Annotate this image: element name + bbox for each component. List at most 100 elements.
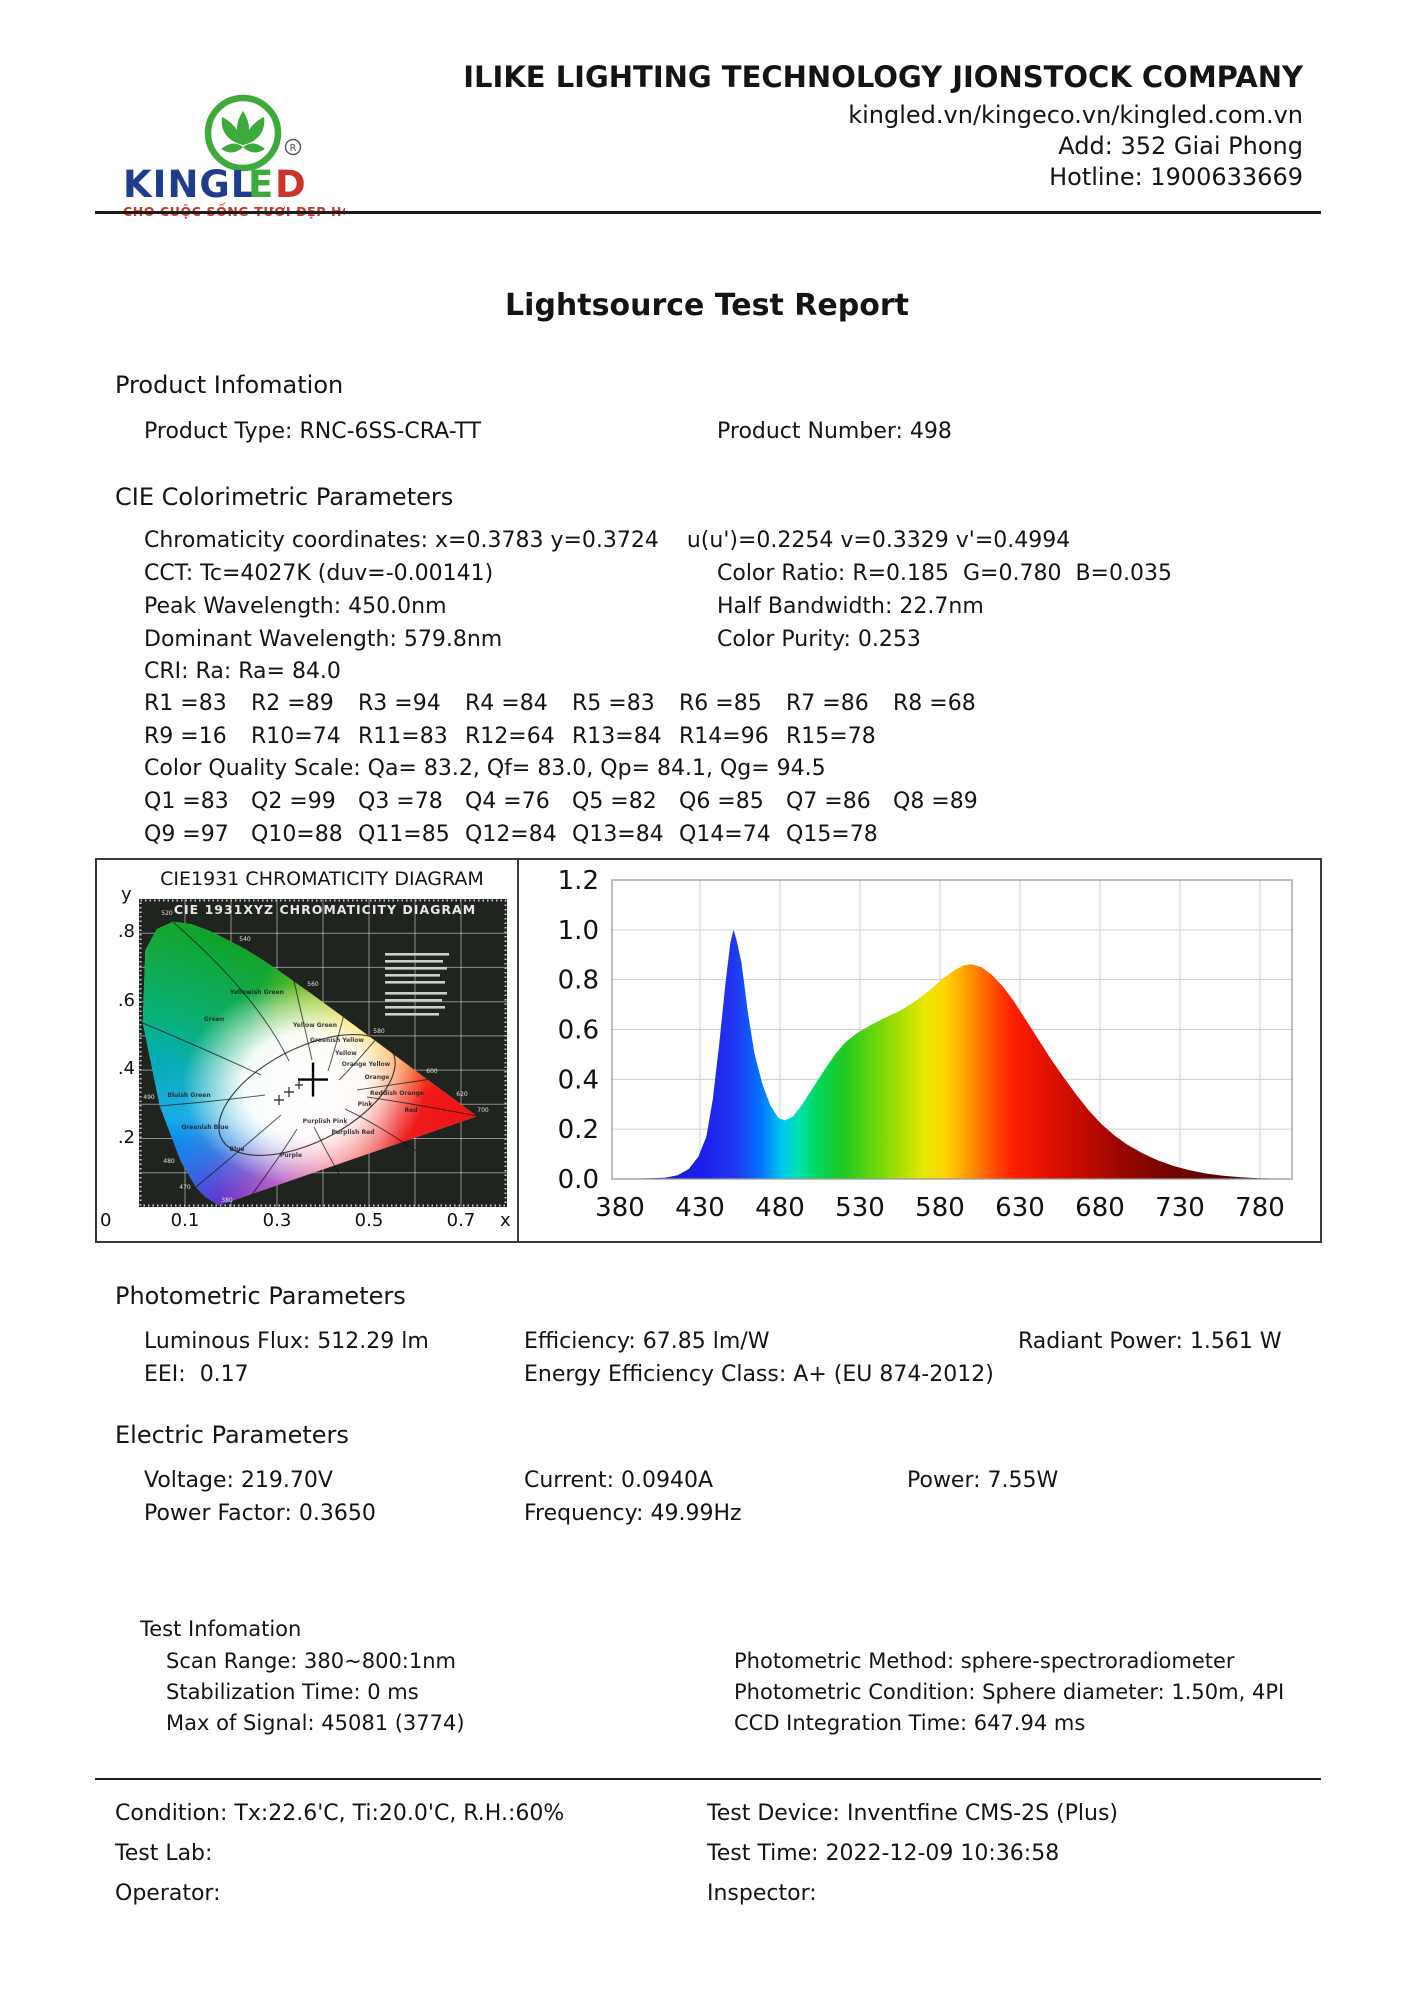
max-of-signal: Max of Signal: 45081 (3774) xyxy=(166,1711,465,1735)
spd-y-tick: 0.4 xyxy=(558,1065,599,1095)
cie-heading: CIE Colorimetric Parameters xyxy=(115,483,454,511)
cie-xtick-0: 0 xyxy=(100,1210,112,1231)
footer-condition: Condition: Tx:22.6'C, Ti:20.0'C, R.H.:60… xyxy=(115,1801,565,1826)
value-cell: Q14=74 xyxy=(679,822,771,847)
spd-curve xyxy=(620,929,1284,1179)
efficiency: Efficiency: 67.85 lm/W xyxy=(524,1329,770,1354)
value-cell: Q7 =86 xyxy=(786,789,871,814)
color-quality-scale: Color Quality Scale: Qa= 83.2, Qf= 83.0,… xyxy=(144,756,826,781)
company-website: kingled.vn/kingeco.vn/kingled.com.vn xyxy=(848,101,1303,129)
footer-divider xyxy=(95,1778,1321,1780)
eei-value: EEI: 0.17 xyxy=(144,1362,249,1387)
product-heading: Product Infomation xyxy=(115,371,344,399)
white-region-ellipse xyxy=(218,1033,396,1157)
value-cell: Q9 =97 xyxy=(144,822,229,847)
cie-wavelength-label: 520 xyxy=(161,910,173,917)
luminous-flux: Luminous Flux: 512.29 lm xyxy=(144,1329,429,1354)
value-cell: R10=74 xyxy=(251,724,341,749)
radiant-power: Radiant Power: 1.561 W xyxy=(1018,1329,1282,1354)
value-cell: R4 =84 xyxy=(465,691,548,716)
current: Current: 0.0940A xyxy=(524,1468,714,1493)
spd-y-tick: 0.0 xyxy=(558,1165,599,1195)
cie-region-label: Blue xyxy=(230,1146,245,1153)
spd-y-tick: 1.0 xyxy=(558,916,599,946)
scan-range: Scan Range: 380~800:1nm xyxy=(166,1649,457,1673)
value-cell: R11=83 xyxy=(358,724,448,749)
cie-legend-line xyxy=(385,953,449,956)
planckian-tick-marks xyxy=(274,1081,303,1105)
value-cell: R15=78 xyxy=(786,724,876,749)
cie-wavelength-label: 470 xyxy=(179,1184,191,1191)
footer-inspector: Inspector: xyxy=(707,1881,817,1906)
cie-xtick-01: 0.1 xyxy=(170,1210,200,1231)
cie-inner-title: CIE 1931XYZ CHROMATICITY DIAGRAM xyxy=(174,902,476,917)
cie-wavelength-label: 600 xyxy=(426,1068,438,1075)
cie-region-label: Bluish Green xyxy=(167,1092,210,1099)
cie-legend-line xyxy=(385,1006,445,1009)
cri-value: CRI: Ra: Ra= 84.0 xyxy=(144,659,341,684)
cie-region-label: Orange xyxy=(365,1074,390,1081)
footer-test-device: Test Device: Inventfine CMS-2S (Plus) xyxy=(707,1801,1118,1826)
value-cell: Q6 =85 xyxy=(679,789,764,814)
spd-x-tick: 580 xyxy=(915,1193,965,1223)
cie-legend-line xyxy=(385,992,447,995)
spd-x-tick: 530 xyxy=(835,1193,885,1223)
value-cell: R2 =89 xyxy=(251,691,334,716)
photometric-condition: Photometric Condition: Sphere diameter: … xyxy=(734,1680,1285,1704)
value-cell: Q15=78 xyxy=(786,822,878,847)
value-cell: Q11=85 xyxy=(358,822,450,847)
ccd-integration-time: CCD Integration Time: 647.94 ms xyxy=(734,1711,1086,1735)
registered-mark: R xyxy=(290,143,297,154)
page-title: Lightsource Test Report xyxy=(505,288,909,323)
cie-legend-line xyxy=(385,999,442,1002)
cie-region-label: Yellowish Green xyxy=(229,989,284,996)
cie-legend-line xyxy=(385,967,447,970)
value-cell: R7 =86 xyxy=(786,691,869,716)
value-cell: R12=64 xyxy=(465,724,555,749)
cct-value: CCT: Tc=4027K (duv=-0.00141) xyxy=(144,561,494,586)
cie-ytick-04: .4 xyxy=(117,1058,135,1079)
cie-wavelength-label: 700 xyxy=(477,1107,489,1114)
cie-xtick-03: 0.3 xyxy=(262,1210,292,1231)
electric-heading: Electric Parameters xyxy=(115,1421,349,1449)
dominant-wavelength: Dominant Wavelength: 579.8nm xyxy=(144,627,503,652)
spd-x-tick: 680 xyxy=(1075,1193,1125,1223)
cie-wavelength-label: 620 xyxy=(456,1091,468,1098)
cie-region-label: Pink xyxy=(358,1101,374,1108)
cie-xtick-07: 0.7 xyxy=(446,1210,476,1231)
cie-region-label: Greenish Blue xyxy=(181,1124,228,1131)
value-cell: Q1 =83 xyxy=(144,789,229,814)
photometric-heading: Photometric Parameters xyxy=(115,1282,406,1310)
color-purity: Color Purity: 0.253 xyxy=(717,627,921,652)
color-ratio: Color Ratio: R=0.185 G=0.780 B=0.035 xyxy=(717,561,1172,586)
value-cell: R3 =94 xyxy=(358,691,441,716)
company-name: ILIKE LIGHTING TECHNOLOGY JIONSTOCK COMP… xyxy=(463,60,1303,94)
cie-xtick-05: 0.5 xyxy=(354,1210,384,1231)
product-number: Product Number: 498 xyxy=(717,419,952,444)
cie-y-axis-label: y xyxy=(121,884,132,905)
voltage: Voltage: 219.70V xyxy=(144,1468,333,1493)
cie-dotted-frame xyxy=(139,899,507,1207)
cie-x-axis-label: x xyxy=(500,1210,511,1231)
power: Power: 7.55W xyxy=(907,1468,1059,1493)
cie-wavelength-label: 580 xyxy=(373,1028,385,1035)
stabilization-time: Stabilization Time: 0 ms xyxy=(166,1680,419,1704)
spd-y-tick: 1.2 xyxy=(558,866,599,896)
cri-r-row-2: R9 =16 R10=74 R11=83 R12=64 R13=84 R14=96 R15=… xyxy=(144,724,893,749)
cie-ytick-06: .6 xyxy=(117,990,135,1011)
cqs-q-row-1: Q1 =83 Q2 =99 Q3 =78 Q4 =76 Q5 =82 Q6 =85 Q7 =… xyxy=(144,789,1000,814)
cie-wavelength-label: 490 xyxy=(143,1094,155,1101)
photometric-method: Photometric Method: sphere-spectroradiom… xyxy=(734,1649,1235,1673)
cie-region-label: Green xyxy=(204,1016,224,1023)
value-cell: Q3 =78 xyxy=(358,789,443,814)
energy-efficiency-class: Energy Efficiency Class: A+ (EU 874-2012… xyxy=(524,1362,994,1387)
footer-test-lab: Test Lab: xyxy=(115,1841,213,1866)
cie-region-label: Yellow Green xyxy=(292,1022,337,1029)
cie-ytick-02: .2 xyxy=(117,1127,135,1148)
cie-wavelength-label: 540 xyxy=(239,936,251,943)
cie-legend-line xyxy=(385,960,443,963)
value-cell: Q5 =82 xyxy=(572,789,657,814)
frequency: Frequency: 49.99Hz xyxy=(524,1501,742,1526)
logo-tagline: CHO CUỘC SỐNG TƯƠI ĐẸP HƠN xyxy=(123,202,345,219)
cie-region-label: Orange Yellow xyxy=(342,1061,391,1068)
